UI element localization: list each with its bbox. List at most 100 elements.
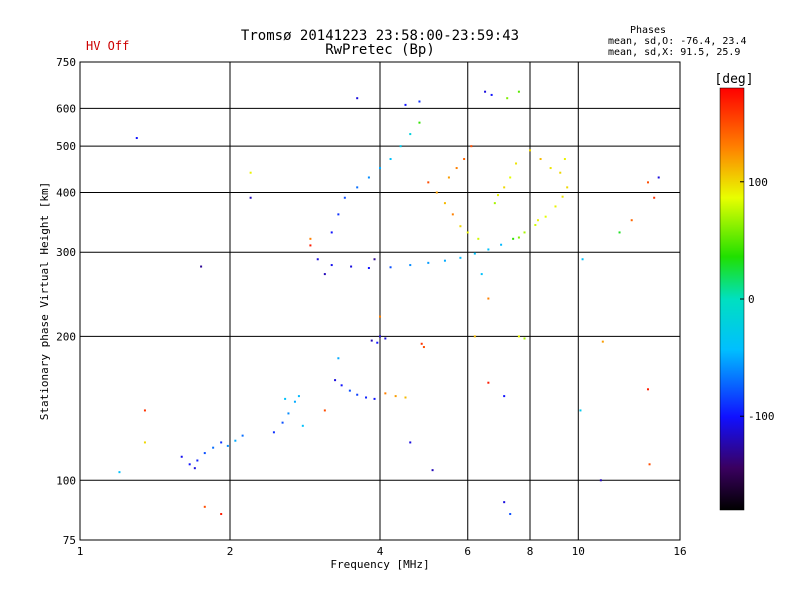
data-point xyxy=(599,479,602,482)
data-point xyxy=(350,265,353,268)
data-point xyxy=(409,133,412,136)
data-point xyxy=(459,225,462,228)
data-point xyxy=(340,384,343,387)
data-point xyxy=(427,181,430,184)
data-point xyxy=(356,393,359,396)
data-point xyxy=(220,513,223,516)
data-point xyxy=(234,439,237,442)
data-point xyxy=(394,395,397,398)
data-point xyxy=(356,186,359,189)
y-tick-label: 750 xyxy=(56,56,76,69)
data-point xyxy=(399,145,402,148)
data-point xyxy=(297,395,300,398)
data-point xyxy=(536,219,539,222)
data-point xyxy=(249,196,252,199)
data-point xyxy=(379,167,381,170)
y-tick-labels: 75 100 200 300 400 500 600 750 xyxy=(56,56,76,547)
data-point xyxy=(226,444,229,447)
data-point xyxy=(220,441,223,444)
data-point xyxy=(118,471,121,474)
y-tick-label: 500 xyxy=(56,140,76,153)
y-axis-label: Stationary phase Virtual Height [km] xyxy=(38,182,51,420)
data-point xyxy=(601,340,604,343)
chart-title-line1: Tromsø 20141223 23:58:00-23:59:43 xyxy=(241,28,519,44)
x-tick-label: 16 xyxy=(673,545,686,558)
data-point xyxy=(337,357,340,360)
data-point xyxy=(203,505,206,508)
data-point xyxy=(427,261,430,264)
data-point xyxy=(630,219,633,222)
data-point xyxy=(487,381,490,384)
chart-title-line2: RwPretec (Bp) xyxy=(325,42,435,58)
data-point xyxy=(470,145,473,148)
data-point xyxy=(373,397,376,400)
data-point xyxy=(143,409,146,412)
data-point xyxy=(559,171,562,174)
data-point xyxy=(443,202,446,205)
data-point xyxy=(554,205,557,208)
data-point xyxy=(249,171,252,174)
data-point xyxy=(418,100,421,103)
data-point xyxy=(503,501,506,504)
data-point xyxy=(379,315,381,318)
colorbar-tick-label: 100 xyxy=(748,176,768,189)
data-point xyxy=(370,339,373,342)
data-point xyxy=(515,162,518,165)
x-tick-label: 6 xyxy=(464,545,471,558)
data-point xyxy=(196,459,199,462)
data-point xyxy=(293,400,296,403)
colorbar-tick-label: 0 xyxy=(748,293,755,306)
data-point xyxy=(384,337,387,340)
data-point xyxy=(431,469,434,472)
data-point xyxy=(143,441,146,444)
x-tick-label: 4 xyxy=(377,545,384,558)
data-point xyxy=(337,213,340,216)
data-point xyxy=(180,455,183,458)
data-point xyxy=(188,463,191,466)
data-point xyxy=(447,176,450,179)
data-point xyxy=(544,215,547,218)
data-point xyxy=(200,265,203,268)
data-point xyxy=(373,258,376,261)
data-point xyxy=(272,431,275,434)
data-point xyxy=(330,231,333,234)
data-point xyxy=(618,231,621,234)
data-point xyxy=(459,256,462,259)
data-point xyxy=(646,388,649,391)
x-tick-label: 2 xyxy=(227,545,234,558)
y-tick-label: 75 xyxy=(63,534,76,547)
data-point xyxy=(503,186,506,189)
data-point xyxy=(563,158,566,161)
stats-line2: mean, sd,X: 91.5, 25.9 xyxy=(608,47,740,58)
y-tick-label: 600 xyxy=(56,102,76,115)
data-point xyxy=(496,194,499,197)
data-point xyxy=(466,231,469,234)
data-point xyxy=(309,237,312,240)
y-tick-label: 100 xyxy=(56,474,76,487)
data-point xyxy=(493,202,496,205)
data-point xyxy=(356,97,359,100)
data-point xyxy=(549,167,552,170)
data-point xyxy=(404,396,407,399)
data-point xyxy=(367,267,370,270)
y-tick-label: 200 xyxy=(56,330,76,343)
x-tick-labels: 1 2 4 6 8 10 16 xyxy=(77,545,687,558)
x-tick-label: 8 xyxy=(527,545,534,558)
data-point xyxy=(330,264,333,267)
data-point xyxy=(503,395,506,398)
data-point xyxy=(463,158,466,161)
data-point xyxy=(517,335,520,338)
data-point xyxy=(506,97,509,100)
data-point xyxy=(490,93,493,96)
data-point xyxy=(348,389,351,392)
data-point xyxy=(509,513,512,516)
data-point xyxy=(517,90,520,93)
data-point xyxy=(365,396,368,399)
data-point xyxy=(477,237,480,240)
data-points xyxy=(118,90,660,516)
data-point xyxy=(473,252,476,255)
data-point xyxy=(451,213,454,216)
colorbar-tick-label: -100 xyxy=(748,410,775,423)
data-point xyxy=(422,346,425,349)
